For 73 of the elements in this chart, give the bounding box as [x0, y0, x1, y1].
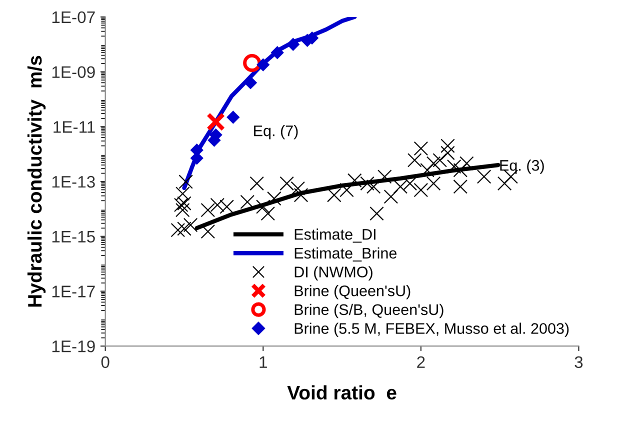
point — [250, 176, 264, 191]
point — [178, 174, 193, 189]
point — [393, 180, 408, 194]
point — [497, 176, 512, 191]
point — [270, 46, 284, 60]
legend-label: Brine (5.5 M, FEBEX, Musso et al. 2003) — [294, 322, 569, 337]
point — [206, 112, 226, 132]
point — [294, 188, 308, 202]
point — [280, 176, 294, 191]
point — [366, 180, 381, 194]
point — [176, 202, 190, 218]
point — [453, 180, 468, 194]
point — [446, 159, 462, 174]
x-tick-label: 0 — [101, 356, 110, 368]
point — [176, 186, 190, 201]
point — [426, 176, 441, 191]
y-tick-label: 1E-09 — [52, 66, 95, 78]
y-tick-label: 1E-17 — [52, 286, 95, 298]
legend-label: Brine (Queen'sU) — [294, 285, 410, 300]
point — [170, 222, 186, 238]
legend-label: Brine (S/B, Queen'sU) — [294, 304, 444, 318]
y-tick-label: 1E-19 — [52, 340, 95, 352]
point — [407, 153, 422, 168]
point — [420, 162, 434, 178]
x-tick-label: 3 — [574, 356, 583, 368]
point — [174, 198, 188, 212]
point — [384, 190, 398, 204]
point — [200, 202, 216, 218]
point — [370, 206, 384, 221]
y-tick-label: 1E-07 — [52, 11, 95, 24]
point — [348, 173, 362, 188]
point — [340, 182, 354, 198]
point — [226, 110, 240, 124]
legend-label: DI (NWMO) — [294, 266, 372, 280]
point — [256, 200, 270, 214]
point — [460, 156, 474, 170]
point — [240, 194, 254, 210]
point — [177, 222, 192, 236]
point — [432, 153, 448, 168]
point — [200, 224, 216, 239]
point — [256, 58, 270, 72]
point — [377, 170, 392, 184]
point — [453, 162, 468, 178]
y-tick-label: 1E-11 — [54, 121, 95, 133]
y-axis-title: Hydraulic conductivity m/s — [27, 56, 46, 307]
point — [414, 182, 428, 198]
point — [426, 156, 441, 170]
point — [210, 198, 225, 212]
point — [177, 196, 192, 210]
x-axis-title: Void ratio e — [287, 385, 396, 400]
point — [243, 54, 262, 72]
point — [220, 200, 234, 214]
point — [440, 146, 455, 160]
point — [414, 141, 428, 156]
annotation: Eq. (7) — [254, 125, 298, 140]
point — [183, 218, 198, 232]
point — [476, 170, 492, 184]
point — [440, 138, 455, 153]
y-tick-label: 1E-15 — [52, 230, 95, 243]
point — [290, 181, 305, 196]
x-tick-label: 1 — [260, 356, 267, 368]
point — [402, 176, 418, 191]
y-tick-label: 1E-13 — [52, 176, 95, 188]
legend-label: Estimate_DI — [294, 228, 376, 243]
annotation: Eq. (3) — [500, 160, 544, 174]
point — [244, 76, 258, 90]
x-tick-label: 2 — [417, 356, 425, 368]
point — [267, 191, 282, 206]
point — [326, 188, 342, 202]
point — [286, 38, 300, 51]
point — [360, 176, 374, 191]
legend-label: Estimate_Brine — [294, 247, 397, 262]
point — [260, 206, 276, 221]
